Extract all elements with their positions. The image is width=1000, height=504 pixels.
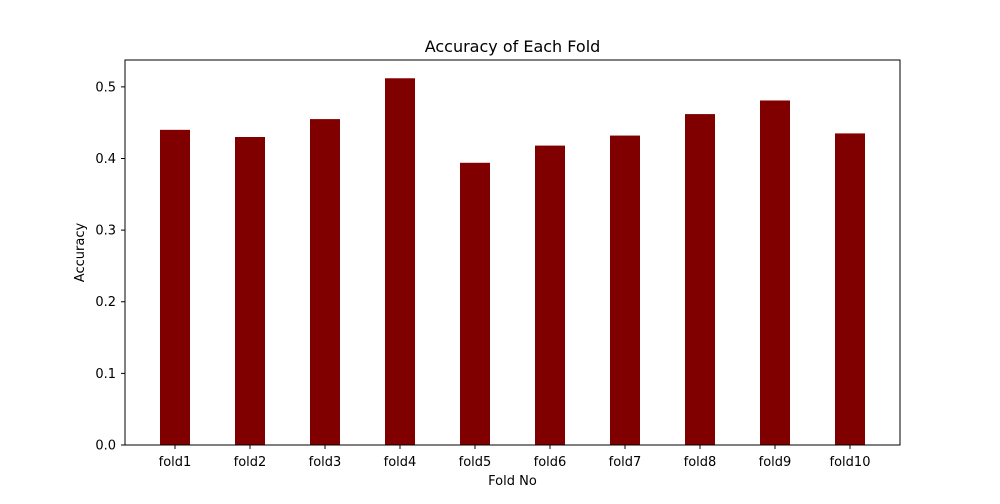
y-tick-label: 0.3 xyxy=(95,224,116,239)
chart-title: Accuracy of Each Fold xyxy=(425,37,601,56)
x-tick-label: fold1 xyxy=(159,455,192,470)
x-tick-label: fold7 xyxy=(609,455,642,470)
bar-fold10 xyxy=(835,133,865,445)
bar-fold8 xyxy=(685,114,715,445)
x-tick-label: fold10 xyxy=(830,455,871,470)
x-axis-ticks: fold1 fold2 fold3 fold4 fold5 fold6 fold7 fold8… xyxy=(159,445,871,470)
bars-layer xyxy=(160,78,865,446)
y-tick-label: 0.5 xyxy=(95,80,116,95)
y-tick-label: 0.0 xyxy=(95,439,116,454)
bar-fold3 xyxy=(310,119,340,446)
bar-fold6 xyxy=(535,145,565,446)
x-tick-label: fold3 xyxy=(309,455,342,470)
bar-fold7 xyxy=(610,135,640,445)
bar-fold5 xyxy=(460,162,490,445)
y-axis-ticks: 0.0 0.1 0.2 0.3 0.4 0.5 xyxy=(95,80,125,454)
y-tick-label: 0.4 xyxy=(95,152,116,167)
x-axis-label: Fold No xyxy=(488,474,537,489)
x-tick-label: fold2 xyxy=(234,455,267,470)
x-tick-label: fold6 xyxy=(534,455,567,470)
plot-frame xyxy=(124,59,901,446)
y-tick-label: 0.2 xyxy=(95,295,116,310)
bar-fold9 xyxy=(760,100,790,446)
bar-fold2 xyxy=(235,137,265,445)
x-tick-label: fold8 xyxy=(684,455,717,470)
bar-fold1 xyxy=(160,129,190,445)
x-tick-label: fold5 xyxy=(459,455,492,470)
y-tick-label: 0.1 xyxy=(95,367,116,382)
x-tick-label: fold9 xyxy=(759,455,792,470)
bar-fold4 xyxy=(385,78,415,446)
x-tick-label: fold4 xyxy=(384,455,417,470)
y-axis-label: Accuracy xyxy=(73,223,88,283)
